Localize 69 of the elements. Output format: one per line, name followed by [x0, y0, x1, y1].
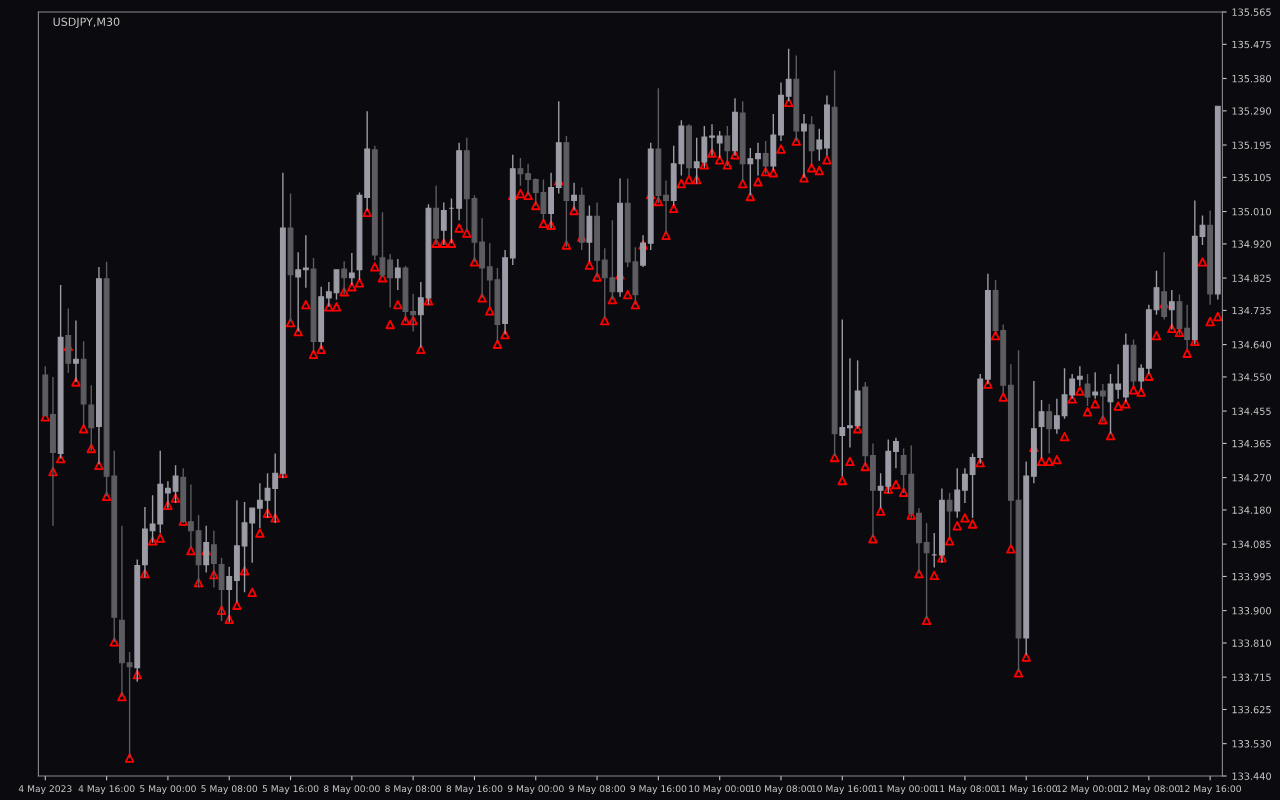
x-tick-label: 9 May 08:00	[569, 785, 625, 794]
candlestick	[847, 357, 853, 449]
y-tick-label: 135.565	[1232, 8, 1271, 16]
y-tick-label: 133.810	[1232, 639, 1271, 647]
candlestick	[302, 234, 309, 289]
x-tick-label: 8 May 08:00	[385, 785, 442, 794]
x-tick-label: 9 May 16:00	[630, 785, 687, 794]
candlestick	[1099, 383, 1106, 423]
x-tick-label: 12 May 00:00	[1057, 785, 1119, 794]
y-tick-label: 133.625	[1232, 705, 1271, 714]
x-tick-label: 12 May 08:00	[1118, 785, 1180, 794]
y-tick-label: 134.920	[1232, 240, 1271, 248]
y-tick-label: 135.195	[1232, 141, 1271, 149]
candlestick	[961, 467, 968, 504]
candlestick	[931, 532, 938, 569]
candlestick	[893, 436, 899, 469]
x-tick-label: 8 May 16:00	[446, 785, 503, 794]
y-tick-label: 135.475	[1232, 40, 1271, 49]
x-tick-label: 4 May 2023	[18, 785, 72, 794]
candlestick	[709, 123, 715, 157]
x-tick-label: 11 May 16:00	[995, 785, 1058, 794]
candlestick	[724, 125, 731, 167]
y-tick-label: 133.440	[1232, 772, 1271, 780]
y-tick-label: 133.995	[1232, 572, 1271, 581]
candlestick	[1053, 398, 1060, 435]
y-tick-label: 133.715	[1232, 673, 1271, 681]
x-tick-label: 9 May 00:00	[507, 785, 564, 794]
x-tick-label: 11 May 00:00	[873, 785, 935, 794]
candlestick	[394, 258, 401, 291]
candlestick	[256, 482, 263, 529]
candlestick	[1084, 373, 1091, 407]
y-tick-label: 134.180	[1232, 506, 1271, 514]
candlestick	[172, 464, 179, 504]
y-tick-label: 134.735	[1232, 306, 1271, 315]
candlestick	[1046, 403, 1053, 455]
y-tick-label: 133.530	[1232, 740, 1271, 748]
x-tick-label: 10 May 16:00	[811, 785, 874, 794]
candlestick	[640, 234, 646, 268]
x-tick-label: 10 May 08:00	[750, 785, 812, 794]
candlestick	[1168, 289, 1175, 331]
candlestick	[816, 128, 823, 162]
y-tick-label: 135.105	[1232, 173, 1271, 182]
x-tick-label: 5 May 08:00	[201, 785, 258, 794]
candlestick	[203, 525, 210, 574]
x-tick-label: 8 May 00:00	[323, 785, 380, 794]
x-tick-label: 11 May 08:00	[934, 785, 996, 794]
x-tick-label: 5 May 16:00	[262, 785, 319, 794]
y-tick-label: 135.290	[1232, 107, 1271, 115]
candlestick	[1076, 365, 1083, 387]
candlestick	[1092, 371, 1099, 400]
y-tick-label: 134.455	[1232, 407, 1271, 415]
y-tick-label: 134.550	[1232, 373, 1271, 381]
candlestick	[226, 566, 233, 623]
y-tick-label: 134.085	[1232, 540, 1271, 548]
x-tick-label: 12 May 16:00	[1179, 785, 1241, 794]
chart-title: USDJPY,M30	[53, 17, 120, 29]
y-tick-label: 133.900	[1232, 607, 1271, 615]
candlestick	[755, 142, 761, 177]
candlestick	[517, 157, 524, 187]
x-tick-label: 5 May 00:00	[140, 785, 196, 794]
x-tick-label: 4 May 16:00	[78, 785, 135, 794]
y-tick-label: 135.380	[1232, 74, 1271, 83]
y-tick-label: 134.640	[1232, 341, 1271, 349]
x-tick-label: 10 May 00:00	[689, 785, 751, 794]
y-tick-label: 135.010	[1232, 208, 1271, 216]
y-tick-label: 134.270	[1232, 474, 1271, 482]
candlestick	[954, 467, 961, 519]
y-tick-label: 134.825	[1232, 274, 1271, 282]
y-tick-label: 134.365	[1232, 439, 1271, 448]
